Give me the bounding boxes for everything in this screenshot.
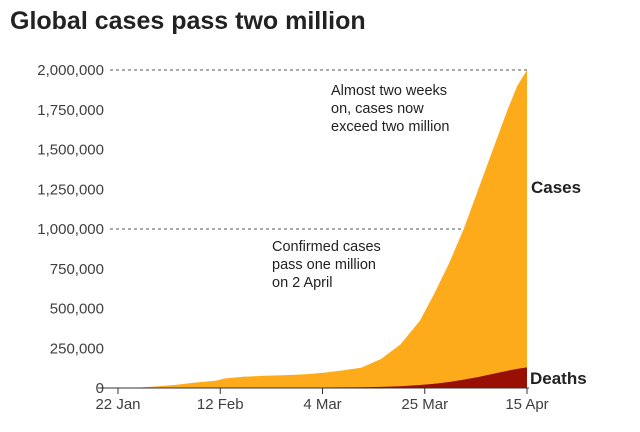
x-tick-label: 15 Apr — [505, 396, 548, 413]
series-label-deaths: Deaths — [530, 369, 587, 388]
annotation-text: Confirmed cases pass one million on 2 Apri… — [272, 239, 381, 291]
annotation-line: Almost two weeks — [331, 83, 447, 99]
y-tick-label: 500,000 — [50, 301, 104, 318]
series-label-cases: Cases — [531, 178, 581, 197]
annotations: Almost two weeks on, cases now exceed two … — [272, 83, 449, 291]
x-tick-label: 25 Mar — [401, 396, 448, 413]
y-tick-label: 1,250,000 — [37, 181, 104, 198]
reference-lines — [110, 69, 527, 230]
x-axis: 22 Jan 12 Feb 4 Mar 25 Mar 15 Apr — [95, 388, 549, 413]
annotation-line: pass one million — [272, 257, 376, 273]
y-tick-label: 1,500,000 — [37, 142, 104, 159]
x-tick-label: 22 Jan — [95, 396, 140, 413]
area-cases — [118, 70, 527, 388]
annotation-line: Confirmed cases — [272, 239, 381, 255]
annotation-text: Almost two weeks on, cases now exceed two … — [331, 83, 449, 135]
annotation-line: on 2 April — [272, 275, 332, 291]
y-tick-label: 1,750,000 — [37, 102, 104, 119]
y-axis: 0250,000500,000750,0001,000,0001,250,000… — [37, 62, 104, 397]
chart-title: Global cases pass two million — [10, 7, 366, 35]
x-tick-label: 4 Mar — [303, 396, 341, 413]
y-tick-label: 2,000,000 — [37, 62, 104, 79]
annotation-line: exceed two million — [331, 119, 449, 135]
y-tick-label: 1,000,000 — [37, 221, 104, 238]
series-labels: Cases Deaths — [530, 178, 587, 388]
y-tick-label: 750,000 — [50, 261, 104, 278]
series-areas — [118, 70, 527, 388]
y-tick-label: 250,000 — [50, 340, 104, 357]
area-deaths — [118, 367, 527, 388]
x-tick-label: 12 Feb — [197, 396, 244, 413]
annotation-line: on, cases now — [331, 101, 424, 117]
